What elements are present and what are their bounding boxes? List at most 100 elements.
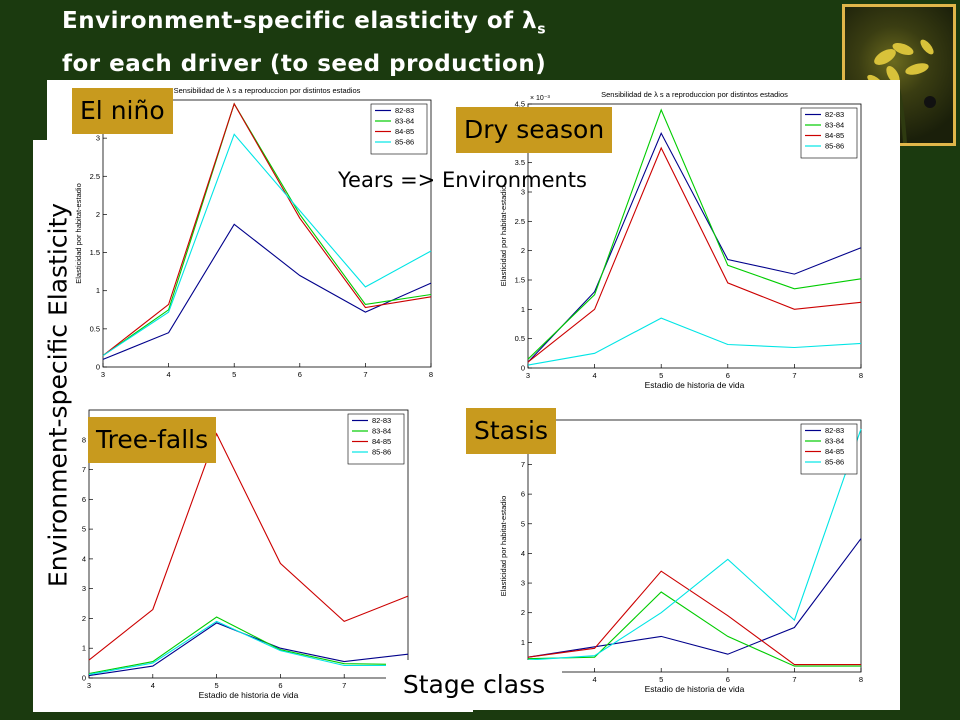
stage-class-label: Stage class bbox=[386, 660, 562, 710]
series-line-83-84 bbox=[527, 591, 861, 667]
x-axis-label: Estadio de historia de vida bbox=[199, 690, 299, 700]
x-tick-label: 8 bbox=[859, 371, 863, 380]
legend-box bbox=[800, 107, 858, 159]
title-line-1: Environment-specific elasticity of λ bbox=[62, 8, 538, 34]
y-tick-label: 2.5 bbox=[515, 217, 525, 226]
series-line-83-84 bbox=[102, 102, 432, 357]
y-tick-label: 5 bbox=[82, 525, 86, 534]
legend-label: 84-85 bbox=[825, 131, 844, 140]
x-tick-label: 6 bbox=[726, 675, 730, 684]
x-tick-label: 6 bbox=[298, 370, 302, 379]
x-tick-label: 6 bbox=[726, 371, 730, 380]
x-axis-label: Estadio de historia de vida bbox=[645, 684, 745, 694]
y-tick-label: 0.5 bbox=[515, 334, 525, 343]
x-tick-label: 3 bbox=[526, 371, 530, 380]
x-tick-label: 4 bbox=[593, 675, 597, 684]
y-tick-label: 2 bbox=[96, 210, 100, 219]
legend-label: 83-84 bbox=[372, 427, 391, 436]
x-axis-label: Estadio de historia de vida bbox=[217, 379, 317, 380]
tag-dry-season: Dry season bbox=[456, 107, 613, 153]
y-tick-label: 0 bbox=[521, 364, 525, 373]
legend-label: 84-85 bbox=[825, 447, 844, 456]
series-line-84-85 bbox=[102, 102, 432, 357]
y-tick-label: 1.5 bbox=[90, 248, 100, 257]
series-line-82-83 bbox=[527, 538, 862, 658]
x-tick-label: 3 bbox=[101, 370, 105, 379]
x-tick-label: 8 bbox=[429, 370, 433, 379]
y-exponent-label: × 10⁻³ bbox=[530, 95, 551, 102]
series-line-82-83 bbox=[527, 132, 862, 363]
x-tick-label: 3 bbox=[87, 681, 91, 690]
y-tick-label: 7 bbox=[521, 460, 525, 469]
y-tick-label: 2 bbox=[82, 614, 86, 623]
legend-label: 85-86 bbox=[825, 142, 844, 151]
y-axis-label: Elasticidad por habitat-estadio bbox=[74, 183, 83, 283]
legend-box bbox=[800, 423, 858, 475]
y-tick-label: 4.5 bbox=[515, 100, 525, 109]
y-tick-label: 1 bbox=[96, 286, 100, 295]
series-line-85-86 bbox=[527, 317, 862, 366]
legend-label: 82-83 bbox=[825, 426, 844, 435]
legend-label: 82-83 bbox=[825, 110, 844, 119]
series-line-85-86 bbox=[527, 428, 862, 661]
series-line-83-84 bbox=[527, 108, 862, 360]
chart-stasis: × 10⁻⁵345678012345678Estadio de historia… bbox=[499, 411, 863, 694]
y-tick-label: 2 bbox=[521, 246, 525, 255]
x-tick-label: 7 bbox=[792, 675, 796, 684]
series-line-84-85 bbox=[88, 432, 409, 661]
y-tick-label: 7 bbox=[82, 465, 86, 474]
legend-label: 85-86 bbox=[395, 138, 414, 147]
y-tick-label: 2.5 bbox=[90, 172, 100, 181]
tag-tree-falls: Tree-falls bbox=[88, 417, 217, 463]
title-subscript: s bbox=[537, 21, 547, 38]
series-line-82-83 bbox=[102, 223, 432, 360]
y-tick-label: 1 bbox=[521, 638, 525, 647]
legend-box bbox=[370, 103, 428, 155]
chart-title: Sensibilidad de λ s a reproduccion por d… bbox=[601, 90, 788, 99]
tag-el-nino: El niño bbox=[72, 88, 173, 134]
x-tick-label: 4 bbox=[167, 370, 171, 379]
chart-el-nino: Sensibilidad de λ s a reproduccion por d… bbox=[74, 86, 433, 389]
x-tick-label: 5 bbox=[215, 681, 219, 690]
y-tick-label: 2 bbox=[521, 608, 525, 617]
legend-label: 85-86 bbox=[825, 458, 844, 467]
legend-box bbox=[347, 413, 405, 465]
y-tick-label: 4 bbox=[82, 554, 86, 563]
legend-label: 84-85 bbox=[395, 127, 414, 136]
legend-label: 82-83 bbox=[372, 416, 391, 425]
y-tick-label: 6 bbox=[82, 495, 86, 504]
series-line-84-85 bbox=[527, 146, 862, 363]
legend-label: 82-83 bbox=[395, 106, 414, 115]
x-tick-label: 7 bbox=[363, 370, 367, 379]
tag-stasis: Stasis bbox=[466, 408, 556, 454]
y-tick-label: 5 bbox=[521, 519, 525, 528]
y-tick-label: 6 bbox=[521, 490, 525, 499]
x-tick-label: 6 bbox=[278, 681, 282, 690]
x-tick-label: 7 bbox=[342, 681, 346, 690]
x-tick-label: 8 bbox=[859, 675, 863, 684]
y-axis-label: Elasticidad por habitat-estadio bbox=[499, 496, 508, 596]
chart-title: Sensibilidad de λ s a reproduccion por d… bbox=[174, 86, 361, 95]
y-tick-label: 0 bbox=[96, 363, 100, 372]
x-tick-label: 5 bbox=[659, 371, 663, 380]
legend-label: 83-84 bbox=[825, 121, 844, 130]
slide-title: Environment-specific elasticity of λs fo… bbox=[62, 4, 762, 81]
x-tick-label: 5 bbox=[232, 370, 236, 379]
legend-label: 83-84 bbox=[395, 117, 414, 126]
y-tick-label: 3 bbox=[521, 188, 525, 197]
y-tick-label: 3 bbox=[521, 579, 525, 588]
x-tick-label: 5 bbox=[659, 675, 663, 684]
y-tick-label: 0 bbox=[82, 674, 86, 683]
y-tick-label: 0.5 bbox=[90, 324, 100, 333]
legend-label: 84-85 bbox=[372, 437, 391, 446]
y-tick-label: 3 bbox=[82, 584, 86, 593]
x-tick-label: 7 bbox=[792, 371, 796, 380]
y-tick-label: 3.5 bbox=[515, 158, 525, 167]
series-line-85-86 bbox=[88, 620, 408, 675]
x-tick-label: 4 bbox=[593, 371, 597, 380]
y-tick-label: 8 bbox=[82, 435, 86, 444]
y-tick-label: 3 bbox=[96, 134, 100, 143]
y-tick-label: 1 bbox=[82, 644, 86, 653]
title-line-2: for each driver (to seed production) bbox=[62, 50, 547, 77]
x-tick-label: 4 bbox=[151, 681, 155, 690]
